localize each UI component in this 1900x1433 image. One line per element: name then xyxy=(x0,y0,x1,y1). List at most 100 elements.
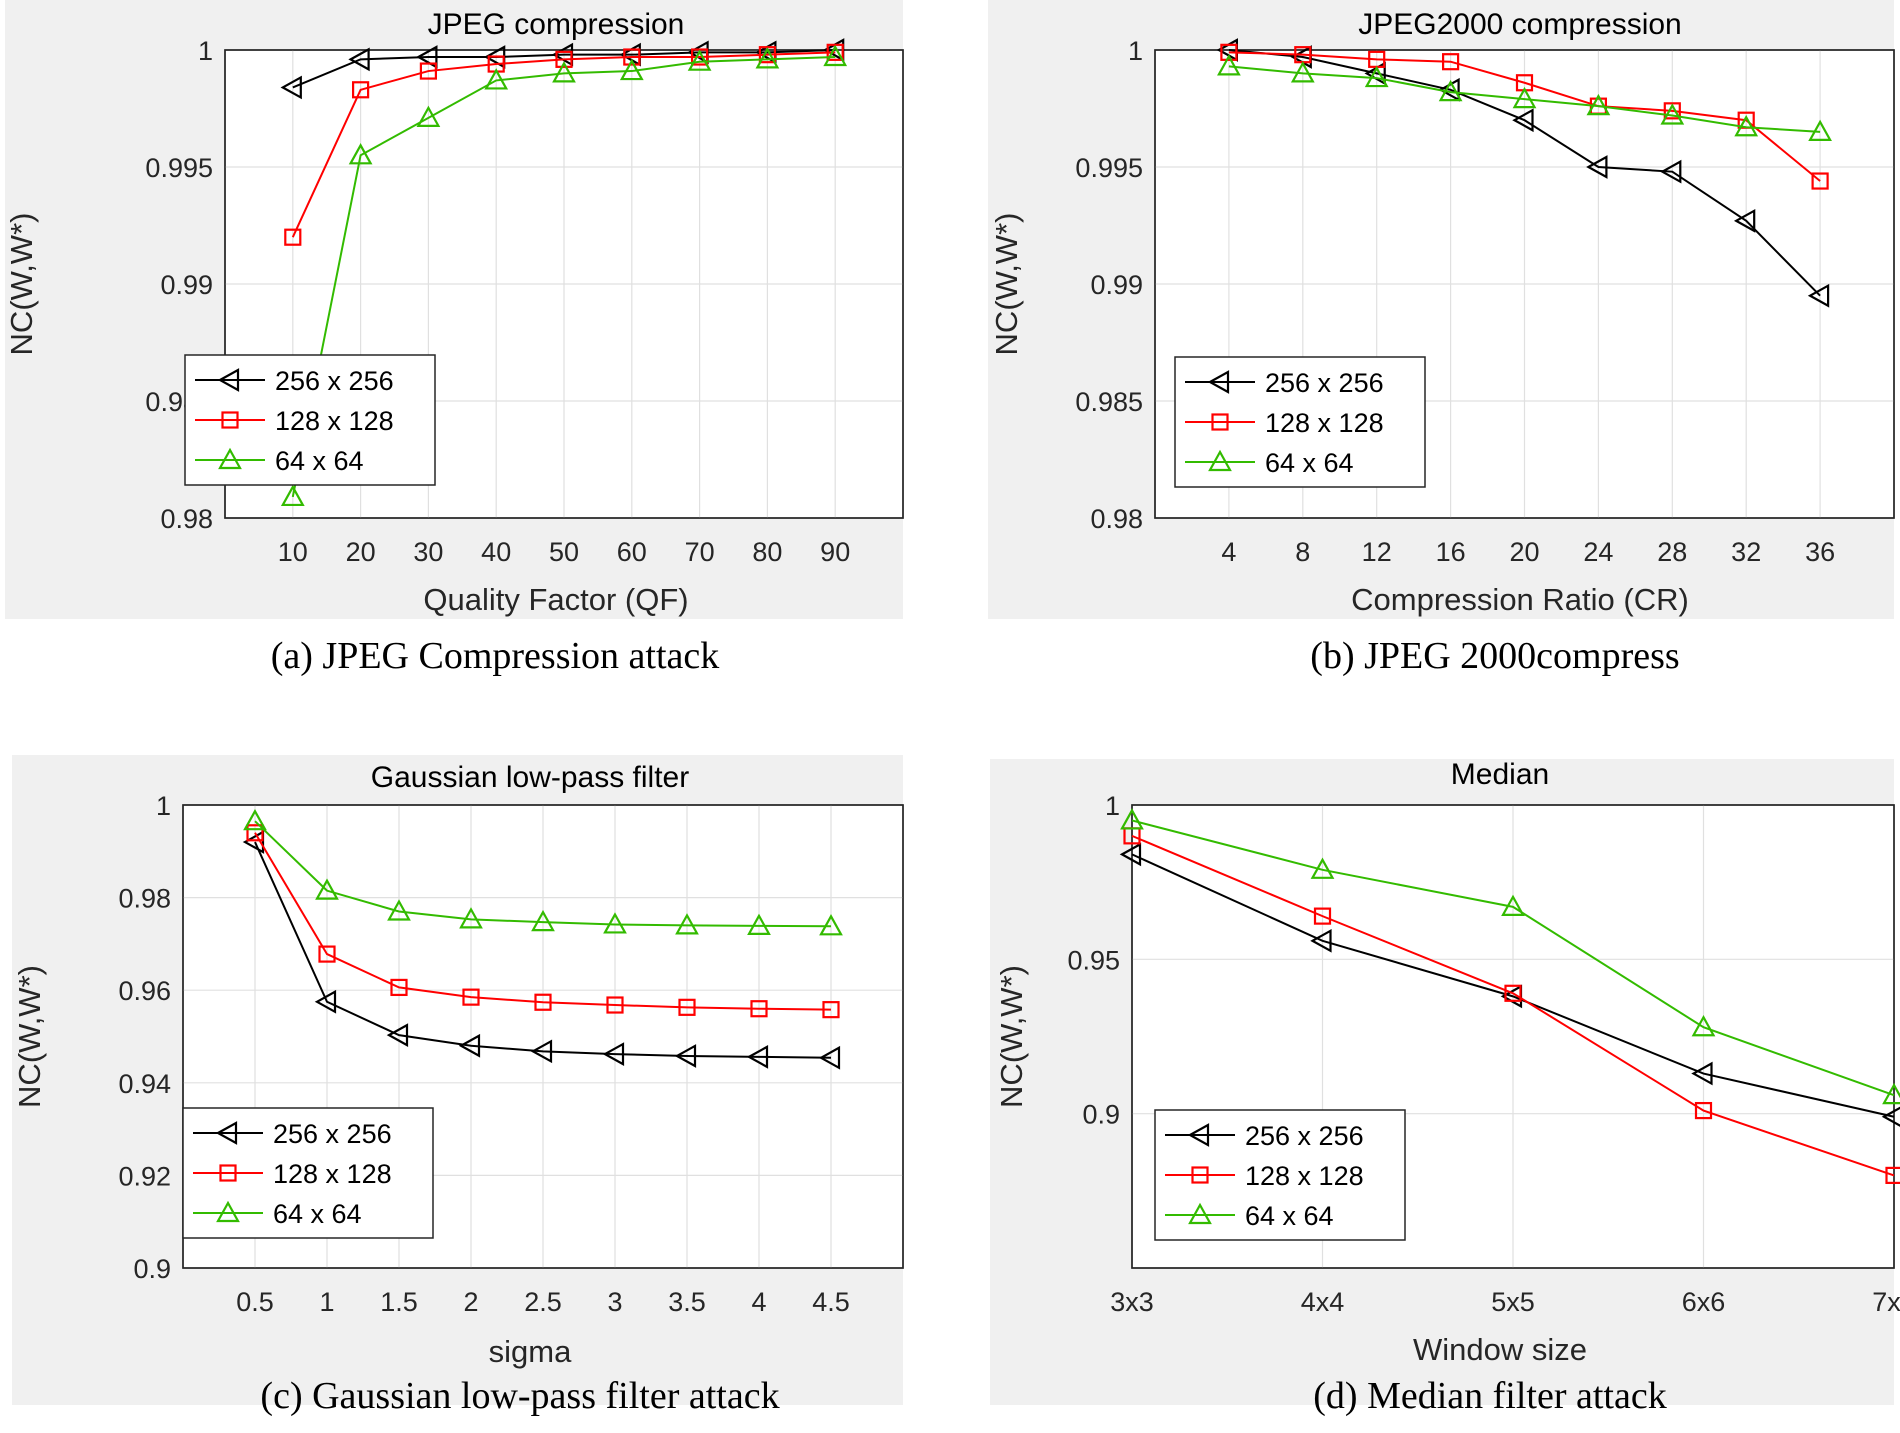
legend-marker xyxy=(1208,449,1232,472)
data-point-3 xyxy=(819,914,843,936)
series-line-2 xyxy=(1228,51,1821,182)
y-tick-label: 0.92 xyxy=(118,1161,171,1191)
figure-caption: (b) JPEG 2000compress xyxy=(1310,635,1679,677)
data-point-2 xyxy=(1504,984,1522,1002)
chart-panel-1: 10 20 30 40 50 60 70 80 900.980.9850.990.9951JPE… xyxy=(4,0,904,677)
x-tick-label: 12 xyxy=(1362,537,1392,567)
legend-marker xyxy=(221,411,239,429)
figure-caption: (c) Gaussian low-pass filter attack xyxy=(260,1375,779,1417)
data-point-2 xyxy=(1220,43,1238,61)
series-line-2 xyxy=(1131,834,1895,1177)
legend-label: 128 x 128 xyxy=(273,1159,392,1189)
legend-label: 256 x 256 xyxy=(273,1119,392,1149)
data-point-2 xyxy=(623,48,641,66)
x-axis-label: Quality Factor (QF) xyxy=(423,582,688,617)
data-point-3 xyxy=(1882,1082,1900,1105)
data-point-3 xyxy=(1120,808,1144,830)
data-point-1 xyxy=(818,1045,841,1070)
data-point-2 xyxy=(822,1001,840,1019)
x-axis-label: Window size xyxy=(1413,1332,1587,1367)
x-tick-label: 40 xyxy=(481,537,511,567)
data-point-1 xyxy=(458,1033,481,1058)
y-tick-label: 0.96 xyxy=(118,976,171,1006)
series-line-2 xyxy=(254,832,832,1011)
y-tick-label: 0.9 xyxy=(133,1254,171,1284)
legend-label: 128 x 128 xyxy=(1245,1161,1364,1191)
data-point-3 xyxy=(1734,114,1759,137)
data-point-2 xyxy=(750,1000,768,1018)
data-point-3 xyxy=(416,105,441,127)
data-point-3 xyxy=(280,484,305,507)
data-point-1 xyxy=(1691,1061,1713,1086)
chart-panel-2: 4 8 12 16 20 24 28 32 36 0.98 0.985 0.99 0.995 1 JPEG2… xyxy=(988,0,1895,677)
x-tick-label: 4.5 xyxy=(812,1287,850,1317)
y-tick-label: 1 xyxy=(1128,36,1143,66)
data-point-3 xyxy=(1808,119,1832,141)
data-layer xyxy=(242,808,843,1070)
chart-title: Gaussian low-pass filter xyxy=(371,761,689,794)
data-point-1 xyxy=(1807,283,1830,308)
y-tick-label: 1 xyxy=(198,36,213,66)
y-tick-label: 0.985 xyxy=(1075,387,1143,417)
x-tick-label: 5x5 xyxy=(1491,1287,1535,1317)
legend-marker xyxy=(1211,413,1229,431)
data-point-2 xyxy=(390,978,408,997)
data-point-3 xyxy=(348,143,373,165)
data-point-1 xyxy=(280,75,302,100)
x-tick-label: 2.5 xyxy=(524,1287,562,1317)
chart-title: Median xyxy=(1451,758,1549,791)
data-point-1 xyxy=(1881,1106,1900,1127)
data-point-3 xyxy=(552,61,576,83)
y-tick-label: 1 xyxy=(1105,791,1120,821)
x-tick-label: 4x4 xyxy=(1301,1287,1345,1317)
x-tick-label: 28 xyxy=(1657,537,1687,567)
legend-marker xyxy=(216,1200,240,1223)
y-tick-label: 0.995 xyxy=(1075,153,1143,183)
y-axis-label: NC(W,W*) xyxy=(4,213,39,356)
data-point-1 xyxy=(242,830,265,854)
y-tick-label: 1 xyxy=(156,791,171,821)
x-tick-label: 36 xyxy=(1805,537,1835,567)
legend-label: 64 x 64 xyxy=(273,1199,362,1229)
y-tick-label: 0.99 xyxy=(1090,270,1143,300)
legend-label: 256 x 256 xyxy=(1265,368,1384,398)
x-tick-label: 80 xyxy=(752,537,782,567)
data-point-3 xyxy=(1586,93,1611,116)
chart-panel-4: 3x3 4x4 5x5 6x6 7x7 0.9 0.95 1 Median Window size… xyxy=(990,758,1900,1417)
x-tick-label: 6x6 xyxy=(1682,1287,1726,1317)
data-point-3 xyxy=(315,878,339,900)
data-point-1 xyxy=(530,1039,553,1064)
data-point-1 xyxy=(416,45,438,69)
y-tick-label: 0.98 xyxy=(160,504,213,534)
x-axis-label: Compression Ratio (CR) xyxy=(1351,582,1689,617)
data-point-3 xyxy=(1290,61,1315,83)
x-tick-label: 30 xyxy=(413,537,443,567)
y-axis-label: NC(W,W*) xyxy=(989,213,1024,356)
x-tick-label: 4 xyxy=(1221,537,1236,567)
data-point-3 xyxy=(1364,65,1389,88)
chart-panel-3: 0.5 1 1.5 2 2.5 3 3.5 4 4.5 0.9 0.92 0.94 0.96 0.98 1 G… xyxy=(12,755,904,1417)
data-point-3 xyxy=(603,912,627,934)
data-point-1 xyxy=(602,1042,625,1066)
data-point-2 xyxy=(318,945,336,963)
data-point-3 xyxy=(243,808,267,831)
x-tick-label: 1.5 xyxy=(380,1287,418,1317)
legend-marker xyxy=(1188,1202,1212,1225)
x-tick-label: 4 xyxy=(751,1287,766,1317)
x-tick-label: 20 xyxy=(346,537,376,567)
legend-marker xyxy=(1191,1166,1209,1184)
x-tick-label: 50 xyxy=(549,537,579,567)
data-point-3 xyxy=(1512,86,1537,109)
y-tick-label: 0.9 xyxy=(1082,1100,1120,1130)
data-point-3 xyxy=(1501,894,1525,916)
data-point-2 xyxy=(606,996,624,1014)
data-point-1 xyxy=(1660,159,1682,184)
y-tick-label: 0.94 xyxy=(118,1069,171,1099)
data-point-3 xyxy=(747,913,771,935)
data-point-3 xyxy=(531,909,555,932)
x-tick-label: 10 xyxy=(278,537,308,567)
data-point-2 xyxy=(462,988,480,1006)
data-point-1 xyxy=(674,1044,697,1068)
data-point-2 xyxy=(1441,53,1460,71)
